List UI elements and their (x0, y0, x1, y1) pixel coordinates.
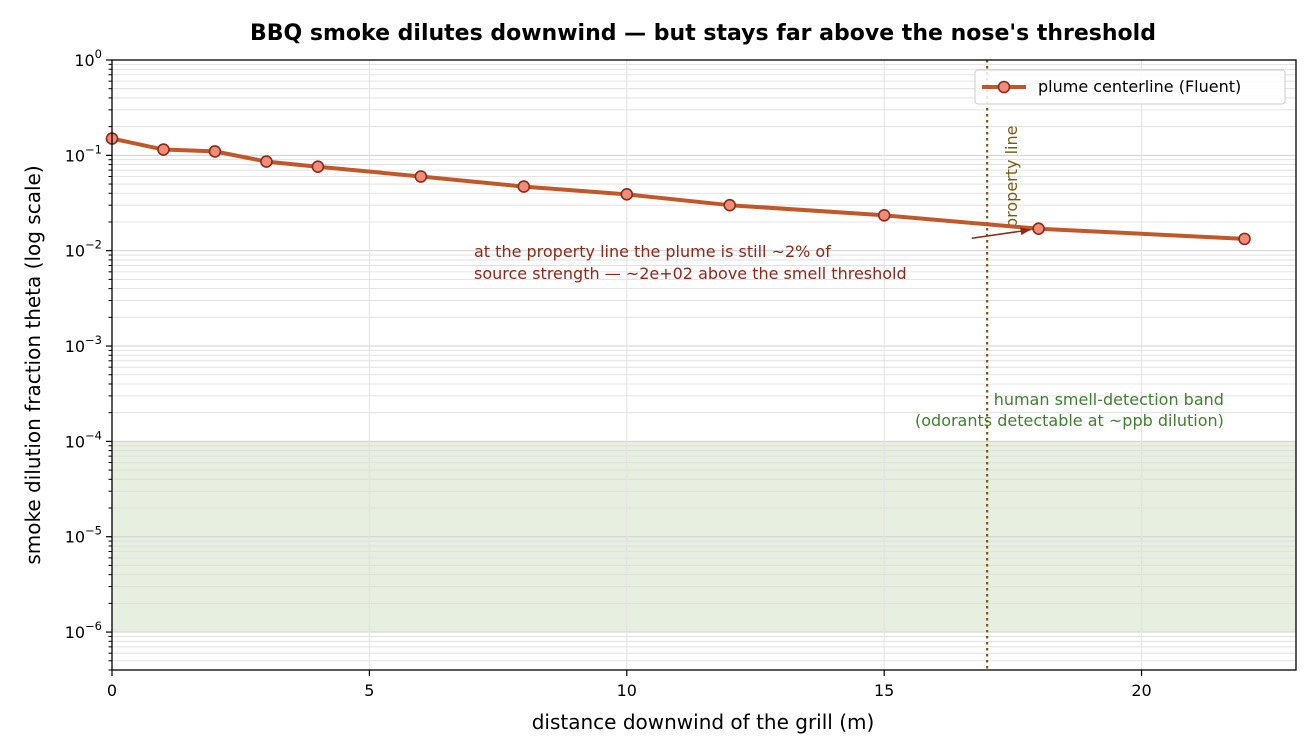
data-point (260, 155, 273, 168)
x-tick-label: 20 (1131, 681, 1151, 700)
y-tick-label: 10−6 (65, 619, 102, 642)
y-tick-label: 10−3 (65, 333, 102, 356)
annotation-text-detail: source strength — ~2e+02 above the smell… (474, 264, 907, 283)
x-axis-label: distance downwind of the grill (m) (532, 710, 875, 734)
y-tick-label: 10−1 (65, 142, 102, 165)
axes-frame (111, 59, 1297, 671)
y-tick-label: 10−4 (65, 428, 102, 451)
data-point (157, 143, 170, 156)
data-point (208, 145, 222, 158)
x-tick-label: 0 (107, 681, 117, 700)
annotation-arrowhead (1020, 227, 1031, 236)
legend-box (974, 69, 1286, 105)
data-point (517, 180, 531, 193)
legend: plume centerline (Fluent) (974, 69, 1286, 105)
annotation-text: at the property line the plume is still … (474, 242, 831, 261)
data-point (414, 170, 428, 183)
band-label-detail: (odorants detectable at ~ppb dilution) (915, 411, 1224, 430)
chart-title: BBQ smoke dilutes downwind — but stays f… (250, 21, 1156, 46)
x-tick-label: 5 (364, 681, 374, 700)
plot-area: human smell-detection band (odorants dete… (65, 47, 1297, 700)
y-axis-label: smoke dilution fraction theta (log scale… (21, 165, 45, 564)
band-label: human smell-detection band (994, 390, 1224, 409)
data-point (877, 209, 891, 222)
data-point (723, 198, 737, 212)
data-point (1238, 232, 1251, 246)
legend-marker (997, 80, 1011, 94)
y-tick-label: 100 (74, 47, 102, 70)
y-tick-label: 10−5 (65, 524, 102, 547)
series-line (110, 136, 1247, 241)
data-point (1032, 222, 1045, 236)
x-tick-label: 15 (874, 681, 894, 700)
x-tick-label: 10 (617, 681, 637, 700)
data-point (620, 188, 634, 201)
legend-label: plume centerline (Fluent) (1038, 77, 1241, 96)
property-line-label: property line (1002, 126, 1021, 228)
data-point (311, 160, 325, 174)
y-tick-label: 10−2 (65, 238, 102, 261)
